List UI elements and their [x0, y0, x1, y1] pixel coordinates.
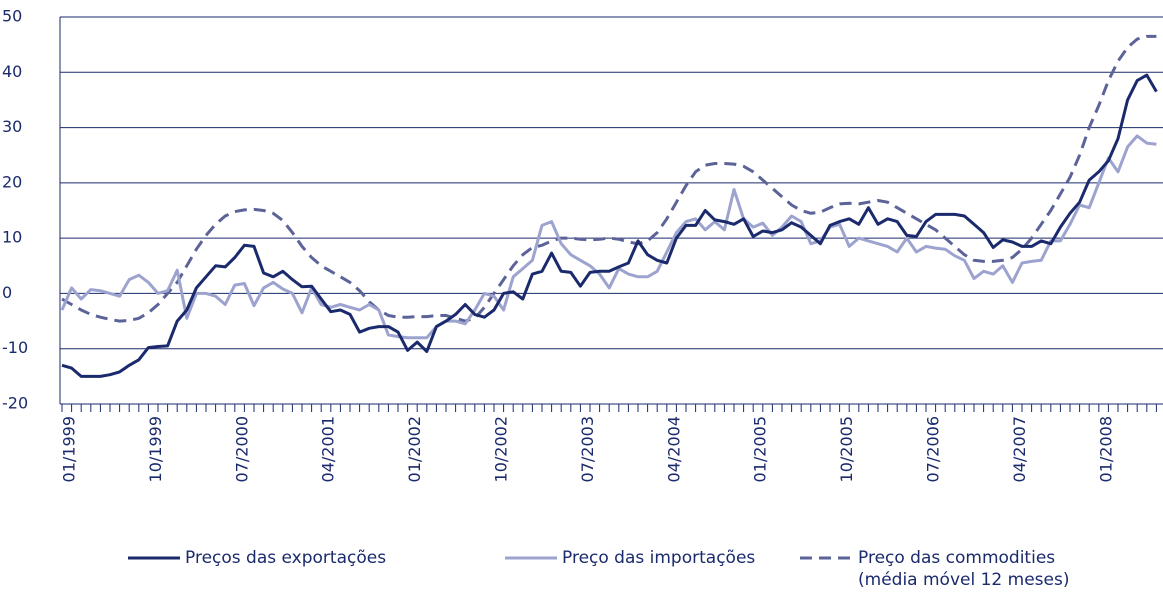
legend-swatch [128, 556, 180, 560]
y-tick-label: 30 [2, 117, 22, 136]
legend-swatch [505, 556, 557, 560]
y-tick-label: 50 [2, 7, 22, 26]
y-tick-label: -20 [2, 394, 28, 413]
x-tick-label: 01/2008 [1096, 416, 1115, 482]
y-tick-label: 20 [2, 172, 22, 191]
x-tick-label: 07/2000 [232, 416, 251, 482]
legend-label: Preço das importações [562, 548, 756, 568]
y-tick-label: 40 [2, 62, 22, 81]
legend-label: Preço das commodities (média móvel 12 me… [858, 548, 1070, 590]
x-tick-label: 04/2001 [319, 416, 338, 482]
y-tick-label: 10 [2, 228, 22, 247]
data-line [61, 73, 1158, 378]
x-tick-label: 01/2002 [405, 416, 424, 482]
x-tick-label: 10/2002 [492, 416, 511, 482]
y-tick-label: 0 [2, 283, 12, 302]
x-tick-label: 10/1999 [146, 416, 165, 482]
x-tick-label: 07/2006 [924, 416, 943, 482]
data-line [60, 134, 1157, 340]
x-tick-label: 10/2005 [837, 416, 856, 482]
x-tick-label: 01/2005 [751, 416, 770, 482]
data-line [61, 34, 1157, 323]
x-tick-label: 04/2007 [1010, 416, 1029, 482]
x-tick-label: 01/1999 [60, 416, 79, 482]
y-tick-label: -10 [2, 338, 28, 357]
x-tick-label: 04/2004 [664, 416, 683, 482]
legend-swatch [800, 556, 852, 560]
chart: -20 -10 0 10 20 30 40 50 01/1999 10/1999 07/2000 04… [2, 7, 1163, 482]
x-tick-label: 07/2003 [578, 416, 597, 482]
legend-label: Preços das exportações [185, 548, 387, 568]
